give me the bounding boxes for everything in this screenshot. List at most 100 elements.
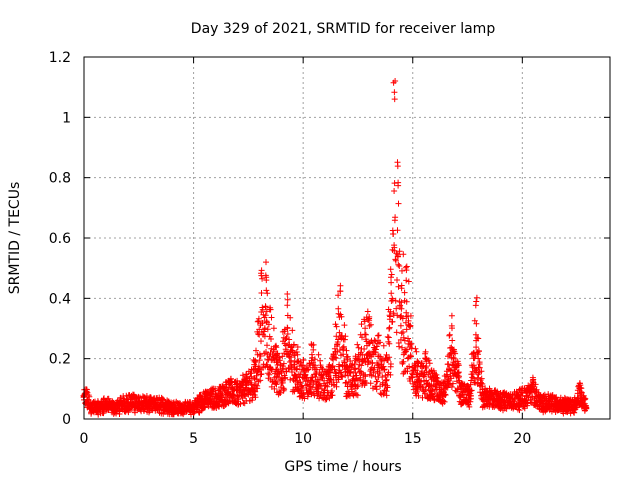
data-point bbox=[394, 227, 401, 234]
data-point bbox=[261, 325, 268, 332]
data-point bbox=[344, 356, 351, 363]
data-point bbox=[302, 371, 309, 378]
data-point bbox=[336, 361, 343, 368]
data-point bbox=[457, 384, 464, 391]
data-point bbox=[578, 389, 585, 396]
data-point bbox=[157, 402, 164, 409]
y-tick-label: 1 bbox=[62, 110, 71, 126]
data-point bbox=[381, 366, 388, 373]
data-point bbox=[524, 400, 531, 407]
data-point bbox=[367, 380, 374, 387]
data-point bbox=[357, 374, 364, 381]
data-point bbox=[405, 335, 411, 342]
data-point bbox=[311, 356, 318, 363]
data-point bbox=[387, 361, 394, 367]
data-point bbox=[105, 395, 112, 402]
data-point bbox=[111, 405, 118, 412]
data-point bbox=[272, 343, 279, 350]
data-point bbox=[284, 325, 291, 332]
x-tick-label: 20 bbox=[513, 431, 531, 447]
data-point bbox=[141, 408, 147, 414]
data-point bbox=[340, 351, 347, 358]
data-point bbox=[399, 315, 406, 322]
data-point bbox=[399, 267, 405, 274]
data-point bbox=[356, 356, 363, 363]
data-point bbox=[318, 364, 325, 371]
data-point bbox=[399, 344, 405, 351]
data-point bbox=[270, 325, 277, 332]
data-point bbox=[388, 274, 394, 281]
data-point bbox=[395, 283, 402, 290]
data-point bbox=[467, 398, 474, 405]
data-point bbox=[333, 333, 340, 340]
data-point bbox=[384, 355, 390, 362]
data-point bbox=[284, 302, 291, 309]
data-point bbox=[397, 302, 404, 309]
data-point bbox=[400, 334, 407, 341]
data-point bbox=[361, 356, 368, 363]
data-point bbox=[373, 343, 380, 350]
data-point bbox=[422, 348, 429, 355]
data-point bbox=[477, 379, 484, 386]
data-point bbox=[473, 320, 480, 327]
data-point bbox=[401, 369, 408, 375]
data-point bbox=[354, 392, 361, 399]
x-tick-label: 0 bbox=[80, 431, 89, 447]
data-point bbox=[497, 395, 504, 402]
data-point bbox=[258, 371, 265, 377]
data-point bbox=[398, 305, 405, 312]
chart-title: Day 329 of 2021, SRMTID for receiver lam… bbox=[191, 21, 496, 37]
data-point bbox=[441, 385, 447, 392]
data-point bbox=[136, 399, 143, 406]
data-point bbox=[449, 325, 455, 332]
data-point bbox=[529, 379, 536, 385]
data-point bbox=[412, 345, 419, 352]
data-point bbox=[407, 378, 414, 384]
data-point bbox=[403, 277, 410, 284]
data-point bbox=[234, 383, 241, 390]
data-point bbox=[488, 391, 494, 398]
data-point bbox=[475, 335, 482, 342]
data-point bbox=[267, 304, 274, 311]
data-point bbox=[414, 363, 421, 370]
data-point bbox=[337, 288, 344, 295]
data-point bbox=[401, 337, 408, 344]
data-point bbox=[391, 96, 398, 103]
data-point bbox=[103, 402, 110, 409]
data-point bbox=[355, 344, 362, 351]
y-tick-label: 0.4 bbox=[49, 291, 71, 307]
data-point bbox=[466, 403, 473, 410]
data-point bbox=[393, 329, 400, 336]
data-point bbox=[259, 275, 266, 282]
data-point bbox=[254, 318, 261, 325]
data-point bbox=[478, 368, 485, 375]
data-point bbox=[359, 334, 365, 341]
data-point bbox=[374, 378, 381, 385]
data-point bbox=[285, 364, 292, 371]
data-point bbox=[393, 305, 400, 312]
data-point bbox=[339, 332, 345, 339]
data-point bbox=[422, 386, 429, 393]
data-point bbox=[391, 188, 398, 194]
data-point bbox=[404, 346, 410, 353]
x-tick-label: 10 bbox=[294, 431, 312, 447]
data-point bbox=[405, 278, 412, 285]
data-point bbox=[373, 386, 380, 393]
data-point bbox=[326, 366, 333, 373]
data-point bbox=[582, 395, 589, 402]
data-point bbox=[338, 373, 345, 380]
data-point bbox=[143, 393, 150, 399]
data-point bbox=[335, 292, 342, 299]
data-point bbox=[262, 304, 269, 310]
data-point bbox=[479, 380, 486, 387]
data-point bbox=[264, 290, 271, 297]
data-point bbox=[395, 253, 401, 260]
data-point bbox=[354, 341, 361, 348]
data-point bbox=[476, 364, 483, 371]
data-point bbox=[471, 379, 478, 386]
data-point bbox=[387, 266, 394, 273]
data-point bbox=[248, 373, 255, 380]
data-point bbox=[515, 392, 522, 399]
data-point bbox=[86, 393, 93, 400]
data-point bbox=[426, 360, 433, 367]
